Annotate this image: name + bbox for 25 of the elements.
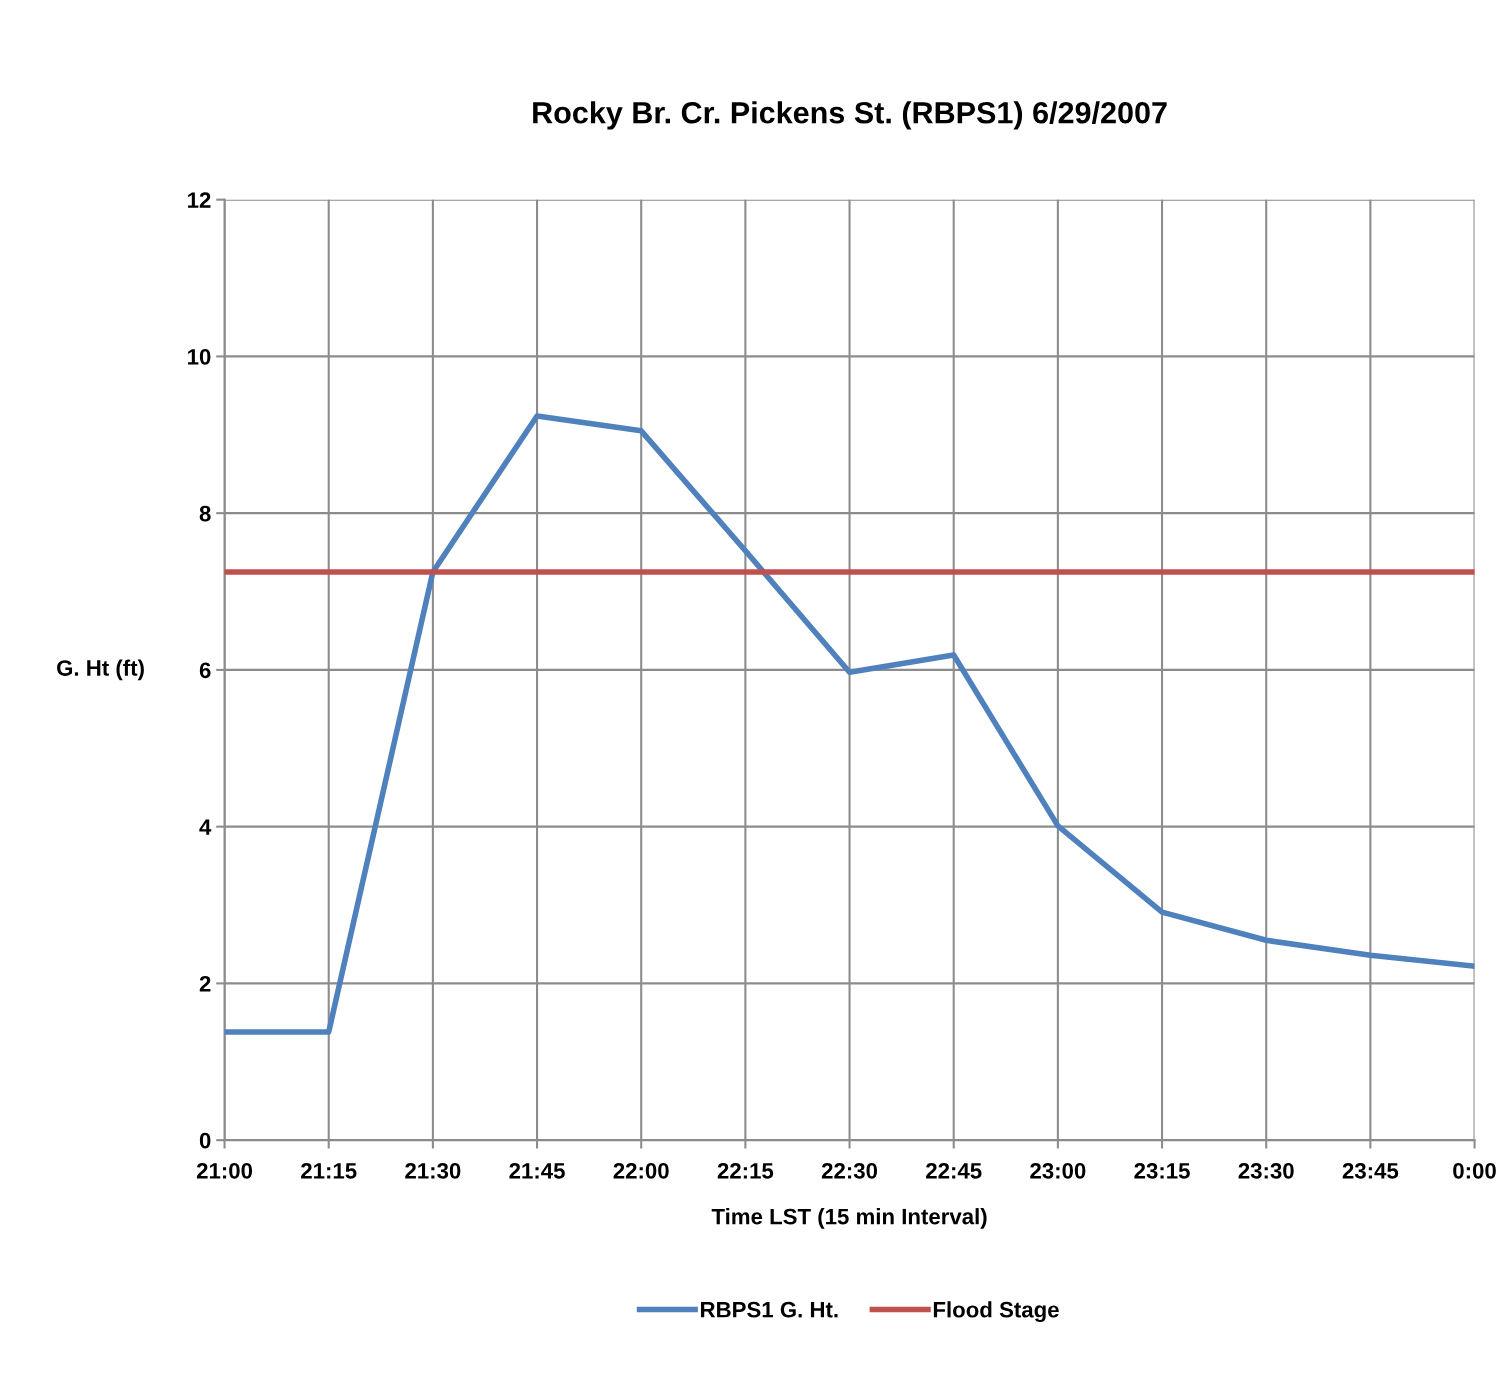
x-axis-title: Time LST (15 min Interval) <box>711 1208 987 1229</box>
x-tick-label: 23:45 <box>1342 1162 1399 1179</box>
y-tick-label: 6 <box>199 662 211 679</box>
chart-title: Rocky Br. Cr. Pickens St. (RBPS1) 6/29/2007 <box>533 101 1167 130</box>
x-tick-label: 21:30 <box>405 1162 461 1179</box>
x-tick-label: 23:15 <box>1134 1162 1190 1179</box>
y-tick-label: 4 <box>199 819 212 835</box>
x-tick-label: 22:00 <box>613 1162 669 1179</box>
x-tick-label: 22:45 <box>926 1162 982 1179</box>
y-tick-label: 12 <box>188 192 211 208</box>
y-axis-title: G. Ht (ft) <box>57 659 144 681</box>
y-tick-label: 10 <box>188 348 211 365</box>
x-tick-label: 0:00 <box>1453 1162 1496 1179</box>
x-tick-label: 21:15 <box>301 1162 357 1179</box>
y-tick-label: 2 <box>199 975 211 992</box>
x-tick-label: 23:30 <box>1238 1162 1294 1179</box>
x-tick-label: 22:30 <box>821 1162 878 1179</box>
x-tick-label: 23:00 <box>1030 1162 1086 1179</box>
x-tick-label: 22:15 <box>717 1162 774 1179</box>
y-tick-label: 0 <box>199 1132 211 1149</box>
legend-label: RBPS1 G. Ht. <box>701 1301 838 1318</box>
legend-label: Flood Stage <box>933 1301 1059 1323</box>
x-tick-label: 21:00 <box>196 1162 253 1179</box>
y-tick-label: 8 <box>199 505 211 522</box>
x-tick-label: 21:45 <box>509 1162 565 1179</box>
